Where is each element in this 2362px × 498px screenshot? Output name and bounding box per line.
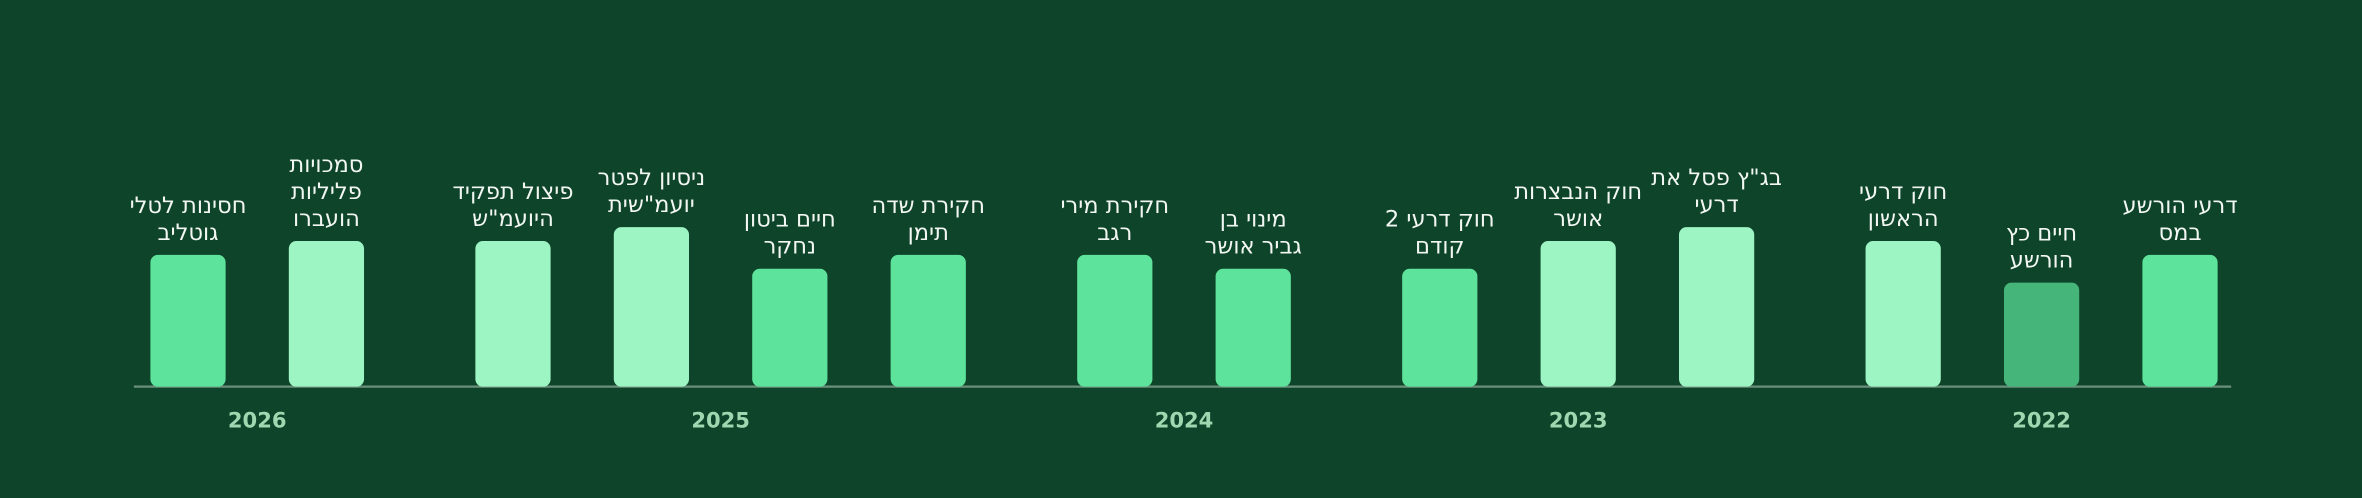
- label-line: פיצול תפקיד: [453, 179, 574, 205]
- label-line: חקירת מירי: [1060, 193, 1169, 219]
- label-line: חוק הנבצרות: [1514, 179, 1642, 205]
- label-line: חוק דרעי: [1859, 179, 1947, 205]
- label-line: דרעי: [1695, 192, 1739, 218]
- bar: [1402, 268, 1478, 387]
- year-label: 2023: [1549, 407, 1608, 432]
- bar: [1215, 268, 1291, 387]
- label-line: קודם: [1415, 234, 1464, 260]
- bar: [2142, 254, 2218, 387]
- label-line: במס: [2159, 220, 2202, 246]
- label-line: חוק דרעי 2: [1385, 207, 1495, 233]
- bar-label: סמכויות פליליות הועברו: [289, 152, 363, 232]
- label-line: אושר: [1553, 206, 1603, 232]
- label-line: מינוי בן: [1220, 207, 1287, 233]
- bar-label: חוק דרעי 2 קודם: [1385, 207, 1495, 260]
- label-line: היועמ"ש: [472, 206, 554, 232]
- bar-label: מינוי בן גביר אושר: [1205, 207, 1302, 260]
- label-line: גוטליב: [158, 220, 219, 246]
- bar: [1679, 227, 1755, 387]
- year-label: 2025: [691, 407, 750, 432]
- label-line: בג"ץ פסל את: [1651, 165, 1782, 191]
- label-line: תימן: [908, 220, 949, 246]
- bar-label: חוק הנבצרות אושר: [1514, 179, 1642, 232]
- bar-label: חיים כץ הורשע: [2006, 221, 2077, 274]
- label-line: פליליות: [291, 179, 362, 205]
- bar: [150, 254, 226, 387]
- label-line: ניסיון לפטר: [598, 165, 705, 191]
- bar-label: חקירת מירי רגב: [1060, 193, 1169, 246]
- bar: [475, 241, 551, 387]
- bar: [1540, 241, 1616, 387]
- label-line: סמכויות: [289, 152, 363, 178]
- bar-label: ניסיון לפטר יועמ"שית: [598, 165, 705, 218]
- year-label: 2022: [2012, 407, 2071, 432]
- label-line: חסינות לטלי: [130, 193, 247, 219]
- year-label: 2026: [228, 407, 287, 432]
- bar: [1865, 241, 1941, 387]
- label-line: הורשע: [2010, 248, 2074, 274]
- label-line: חיים ביטון: [744, 207, 836, 233]
- bar-label: בג"ץ פסל את דרעי: [1651, 165, 1782, 218]
- label-line: רגב: [1097, 220, 1132, 246]
- label-line: הועברו: [293, 206, 360, 232]
- year-label: 2024: [1155, 407, 1214, 432]
- bar-label: חסינות לטלי גוטליב: [130, 193, 247, 246]
- bar-label: חיים ביטון נחקר: [744, 207, 836, 260]
- bar: [890, 254, 966, 387]
- label-line: יועמ"שית: [608, 192, 695, 218]
- label-line: נחקר: [764, 234, 816, 260]
- bar: [752, 268, 828, 387]
- bar: [613, 227, 690, 387]
- label-line: גביר אושר: [1205, 234, 1302, 260]
- bar-label: פיצול תפקיד היועמ"ש: [453, 179, 574, 232]
- label-line: דרעי הורשע: [2122, 193, 2237, 219]
- label-line: הראשון: [1868, 206, 1939, 232]
- label-line: חקירת שדה: [871, 193, 984, 219]
- bar-label: חוק דרעי הראשון: [1859, 179, 1947, 232]
- bar: [2003, 282, 2080, 387]
- bar: [288, 241, 365, 387]
- bar-label: חקירת שדה תימן: [871, 193, 984, 246]
- bar: [1077, 254, 1153, 387]
- label-line: חיים כץ: [2006, 221, 2077, 247]
- bar-label: דרעי הורשע במס: [2122, 193, 2237, 246]
